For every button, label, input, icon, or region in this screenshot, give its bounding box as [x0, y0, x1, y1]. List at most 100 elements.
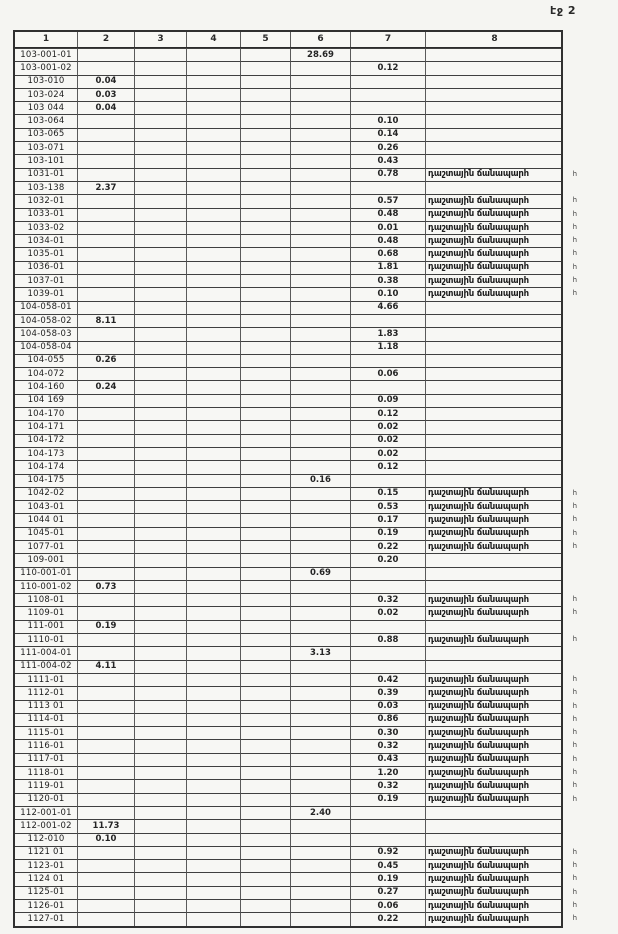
cell-remark — [425, 127, 561, 142]
cell-id: 1120-01 — [15, 792, 77, 806]
cell-col6 — [290, 872, 350, 886]
cell-col7: 0.32 — [350, 779, 425, 793]
cell-remark: դաշտային ճանապարհ — [425, 220, 561, 235]
cell-remark — [425, 74, 561, 88]
cell-col6 — [290, 526, 350, 540]
cell-col5 — [240, 885, 290, 899]
table-row: 1042-02 0.15 դաշտային ճանապարհ հ — [15, 486, 577, 501]
table-row: 1113 01 0.03 դաշտային ճանապարհ հ — [15, 699, 577, 713]
cell-remark: դաշտային ճանապարհ — [425, 486, 561, 501]
cell-remark — [425, 566, 561, 580]
note-overflow-mark: հ — [572, 674, 577, 683]
table-row: 1121 01 0.92 դաշտային ճանապարհ հ — [15, 845, 577, 860]
cell-col7: 0.02 — [350, 433, 425, 447]
cell-col3 — [134, 473, 186, 487]
cell-col2 — [77, 885, 134, 899]
cell-col3 — [134, 686, 186, 700]
cell-col4 — [186, 87, 240, 102]
cell-col3 — [134, 752, 186, 767]
cell-col2 — [77, 553, 134, 567]
cell-col6: 2.40 — [290, 805, 350, 820]
cell-id: 1034-01 — [15, 234, 77, 247]
cell-col3 — [134, 407, 186, 421]
cell-id: 1043-01 — [15, 500, 77, 513]
cell-col3 — [134, 287, 186, 301]
cell-id: 110-001-01 — [15, 566, 77, 580]
table-row: 1116-01 0.32 դաշտային ճանապարհ հ — [15, 739, 577, 753]
cell-col4 — [186, 340, 240, 354]
cell-col6 — [290, 127, 350, 142]
cell-col6 — [290, 287, 350, 301]
cell-col3 — [134, 646, 186, 660]
cell-col7: 0.22 — [350, 912, 425, 926]
cell-col6 — [290, 74, 350, 88]
cell-col6 — [290, 792, 350, 806]
cell-col4 — [186, 819, 240, 833]
cell-remark — [425, 619, 561, 634]
cell-col3 — [134, 859, 186, 873]
cell-remark: դաշտային ճանապարհ — [425, 699, 561, 713]
cell-id: 104-058-02 — [15, 313, 77, 327]
table-row: 1036-01 1.81 դաշտային ճանապարհ հ — [15, 260, 577, 275]
cell-col2 — [77, 446, 134, 461]
cell-col5 — [240, 526, 290, 540]
cell-col4 — [186, 845, 240, 860]
cell-id: 104-160 — [15, 380, 77, 393]
cell-col2 — [77, 805, 134, 820]
cell-col6 — [290, 686, 350, 700]
cell-col5 — [240, 420, 290, 434]
table-row: 104-160 0.24 — [15, 380, 561, 394]
note-overflow-mark: հ — [572, 262, 577, 271]
table-row: 104-058-03 1.83 — [15, 327, 561, 341]
note-overflow-mark: հ — [572, 222, 577, 231]
table-row: 104-058-02 8.11 — [15, 313, 561, 328]
cell-col7: 0.88 — [350, 633, 425, 647]
cell-col7: 0.17 — [350, 513, 425, 527]
cell-id: 104-058-04 — [15, 340, 77, 354]
cell-col6 — [290, 260, 350, 275]
cell-col2 — [77, 154, 134, 168]
cell-col7: 0.12 — [350, 61, 425, 75]
cell-col7: 0.12 — [350, 407, 425, 421]
cell-col4 — [186, 393, 240, 408]
cell-col7 — [350, 101, 425, 115]
cell-col3 — [134, 872, 186, 886]
cell-remark: դաշտային ճանապարհ — [425, 712, 561, 727]
table-row: 111-004-01 3.13 — [15, 646, 561, 660]
cell-col4 — [186, 779, 240, 793]
note-overflow-mark: հ — [572, 794, 577, 803]
cell-col2: 11.73 — [77, 819, 134, 833]
cell-col7 — [350, 74, 425, 88]
table-row: 1123-01 0.45 դաշտային ճանապարհ հ — [15, 859, 577, 873]
cell-remark — [425, 579, 561, 594]
cell-col3 — [134, 659, 186, 673]
cell-id: 111-004-01 — [15, 646, 77, 659]
cell-col3 — [134, 513, 186, 527]
cell-col2 — [77, 513, 134, 527]
cell-col2 — [77, 686, 134, 700]
cell-remark: դաշտային ճանապարհ — [425, 606, 561, 620]
cell-remark: դաշտային ճանապարհ — [425, 500, 561, 514]
cell-col6 — [290, 460, 350, 474]
cell-id: 103-001-02 — [15, 61, 77, 74]
cell-remark: դաշտային ճանապարհ — [425, 672, 561, 687]
cell-col3 — [134, 912, 186, 926]
cell-col5 — [240, 872, 290, 886]
cell-col4 — [186, 872, 240, 886]
note-overflow-mark: հ — [572, 595, 577, 604]
cell-remark: դաշտային ճանապարհ — [425, 766, 561, 780]
cell-col4 — [186, 885, 240, 899]
cell-col4 — [186, 659, 240, 673]
cell-col6 — [290, 606, 350, 620]
cell-col3 — [134, 553, 186, 567]
table-row: 1119-01 0.32 դաշտային ճանապարհ հ — [15, 779, 577, 793]
cell-col6 — [290, 167, 350, 181]
cell-col4 — [186, 367, 240, 381]
cell-id: 1036-01 — [15, 260, 77, 274]
cell-col7 — [350, 473, 425, 487]
cell-col4 — [186, 460, 240, 474]
cell-col6 — [290, 899, 350, 913]
column-header-4: 4 — [186, 32, 240, 47]
cell-col5 — [240, 593, 290, 607]
cell-remark: դաշտային ճանապարհ — [425, 792, 561, 806]
